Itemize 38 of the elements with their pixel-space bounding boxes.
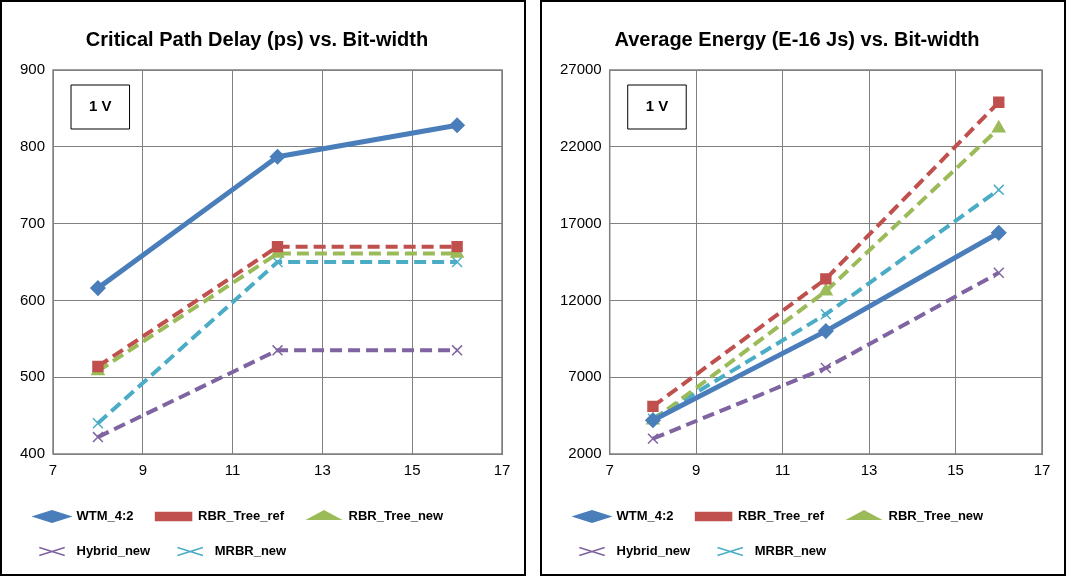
y-tick-label: 900 [20, 60, 46, 78]
legend-label: Hybrid_new [616, 543, 692, 559]
legend-label: MRBR_new [754, 543, 828, 559]
y-tick-label: 12000 [559, 290, 602, 308]
y-tick-label: 17000 [559, 213, 602, 231]
y-tick-label: 700 [20, 213, 46, 231]
y-tick-label: 600 [20, 290, 46, 308]
y-tick-label: 800 [20, 136, 46, 154]
x-tick-label: 15 [403, 461, 421, 479]
legend-label: Hybrid_new [76, 543, 152, 559]
legend-label: RBR_Tree_ref [198, 508, 285, 524]
legend-label: RBR_Tree_new [888, 508, 985, 524]
x-tick-label: 7 [605, 461, 614, 479]
x-tick-label: 17 [1033, 461, 1051, 479]
x-tick-label: 13 [314, 461, 331, 479]
x-tick-label: 15 [947, 461, 964, 479]
annotation: 1 V [645, 97, 669, 115]
legend-label: WTM_4:2 [76, 508, 134, 524]
x-tick-label: 11 [224, 461, 241, 479]
legend-label: WTM_4:2 [616, 508, 674, 524]
legend-label: RBR_Tree_ref [738, 508, 825, 524]
chart-title: Average Energy (E-16 Js) vs. Bit-width [614, 27, 980, 50]
x-tick-label: 9 [138, 461, 147, 479]
y-tick-label: 22000 [559, 136, 602, 154]
y-tick-label: 27000 [559, 60, 602, 78]
x-tick-label: 11 [774, 461, 791, 479]
y-tick-label: 500 [20, 367, 46, 385]
x-tick-label: 9 [692, 461, 701, 479]
x-tick-label: 17 [493, 461, 511, 479]
legend-label: RBR_Tree_new [348, 508, 445, 524]
y-tick-label: 400 [20, 444, 46, 462]
x-tick-label: 7 [48, 461, 58, 479]
y-tick-label: 2000 [568, 444, 602, 462]
y-tick-label: 7000 [568, 367, 602, 385]
x-tick-label: 13 [860, 461, 878, 479]
legend-label: MRBR_new [214, 543, 288, 559]
chart-title: Critical Path Delay (ps) vs. Bit-width [85, 27, 429, 50]
annotation: 1 V [89, 97, 112, 115]
